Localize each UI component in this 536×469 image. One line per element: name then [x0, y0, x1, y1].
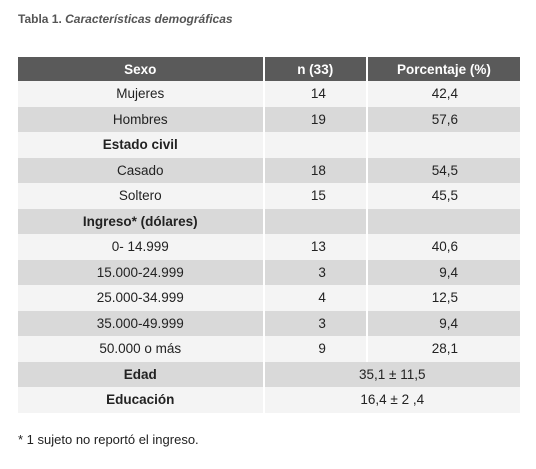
table-row: 35.000-49.999 3 9,4	[18, 310, 520, 336]
percent-cell: 54,5	[365, 157, 520, 183]
empty-cell	[365, 132, 520, 158]
section-label: Ingreso* (dólares)	[18, 208, 264, 234]
percent-cell: 9,4	[365, 259, 520, 285]
row-label: 50.000 o más	[18, 336, 264, 362]
count-cell: 4	[262, 285, 367, 311]
row-label: Hombres	[18, 106, 264, 132]
count-cell: 13	[262, 234, 367, 260]
table-row: Hombres 19 57,6	[18, 106, 520, 132]
header-cell: Sexo	[18, 57, 264, 81]
count-cell: 18	[262, 157, 367, 183]
table-row: Edad 35,1 ± 11,5	[18, 361, 520, 387]
percent-cell: 45,5	[365, 183, 520, 209]
row-label: 35.000-49.999	[18, 310, 264, 336]
table-row: Soltero 15 45,5	[18, 183, 520, 209]
header-row: Sexo n (33) Porcentaje (%)	[18, 57, 520, 81]
header-cell: Porcentaje (%)	[365, 57, 520, 81]
section-label: Estado civil	[18, 132, 264, 158]
percent-cell: 28,1	[365, 336, 520, 362]
row-label: Educación	[18, 387, 264, 413]
table-row: Educación 16,4 ± 2 ,4	[18, 387, 520, 413]
count-cell: 19	[262, 106, 367, 132]
percent-cell: 57,6	[365, 106, 520, 132]
table-row: 50.000 o más 9 28,1	[18, 336, 520, 362]
span-value: 35,1 ± 11,5	[262, 361, 520, 387]
percent-cell: 9,4	[365, 310, 520, 336]
header-cell: n (33)	[262, 57, 367, 81]
table-row: 0- 14.999 13 40,6	[18, 234, 520, 260]
percent-cell: 40,6	[365, 234, 520, 260]
footnote: * 1 sujeto no reportó el ingreso.	[18, 432, 199, 447]
span-value: 16,4 ± 2 ,4	[262, 387, 520, 413]
table-row: 25.000-34.999 4 12,5	[18, 285, 520, 311]
title-text: Características demográficas	[65, 12, 233, 26]
table-row: Estado civil	[18, 132, 520, 158]
row-label: 0- 14.999	[18, 234, 264, 260]
count-cell: 3	[262, 259, 367, 285]
table-row: Ingreso* (dólares)	[18, 208, 520, 234]
table-title: Tabla 1. Características demográficas	[18, 12, 233, 26]
percent-cell: 42,4	[365, 81, 520, 107]
empty-cell	[365, 208, 520, 234]
row-label: Soltero	[18, 183, 264, 209]
row-label: 25.000-34.999	[18, 285, 264, 311]
row-label: Mujeres	[18, 81, 264, 107]
table-row: Casado 18 54,5	[18, 157, 520, 183]
table-row: Mujeres 14 42,4	[18, 81, 520, 107]
title-label: Tabla 1.	[18, 12, 62, 26]
demographics-table: Sexo n (33) Porcentaje (%) Mujeres 14 42,4 Ho…	[18, 57, 520, 413]
empty-cell	[262, 208, 367, 234]
count-cell: 3	[262, 310, 367, 336]
count-cell: 9	[262, 336, 367, 362]
empty-cell	[262, 132, 367, 158]
table-row: 15.000-24.999 3 9,4	[18, 259, 520, 285]
count-cell: 15	[262, 183, 367, 209]
row-label: 15.000-24.999	[18, 259, 264, 285]
percent-cell: 12,5	[365, 285, 520, 311]
row-label: Casado	[18, 157, 264, 183]
row-label: Edad	[18, 361, 264, 387]
count-cell: 14	[262, 81, 367, 107]
